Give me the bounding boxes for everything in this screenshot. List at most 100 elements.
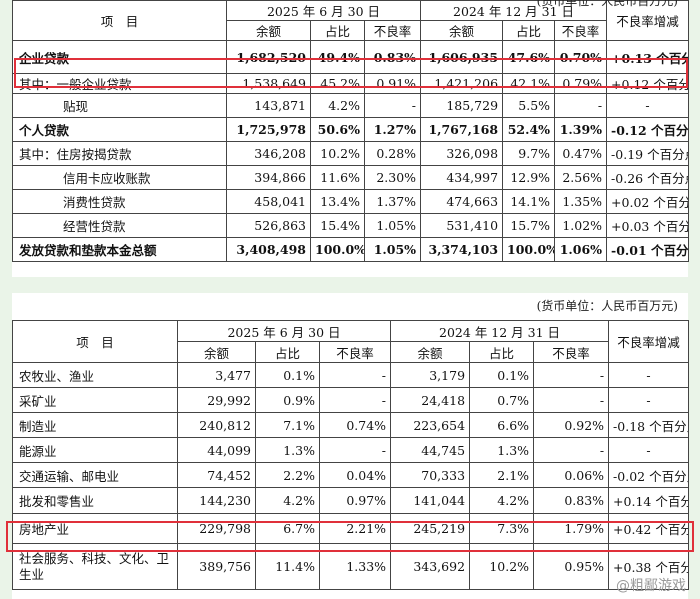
- table-row: 交通运输、邮电业 74,452 2.2% 0.04% 70,333 2.1% 0…: [12, 462, 690, 488]
- cell: 4.2%: [469, 487, 535, 514]
- cell: 434,997: [420, 165, 504, 190]
- cell: 11.4%: [255, 543, 320, 590]
- cell: -: [318, 362, 392, 388]
- cell: 44,099: [177, 437, 256, 463]
- cell: 144,230: [177, 487, 256, 514]
- cell: 0.79%: [554, 73, 608, 94]
- table-row: 贴现 143,871 4.2% - 185,729 5.5% - -: [12, 93, 690, 118]
- cell: 240,812: [177, 412, 256, 438]
- table-row: 经营性贷款 526,863 15.4% 1.05% 531,410 15.7% …: [12, 213, 690, 238]
- col-header: 余额: [226, 20, 311, 41]
- cell: +0.14 个百分点: [608, 487, 690, 514]
- cell: 0.1%: [255, 362, 320, 388]
- col-header: 余额: [177, 341, 256, 363]
- cell: 15.7%: [502, 213, 556, 238]
- table-row: 社会服务、科技、文化、卫生业 389,756 11.4% 1.33% 343,6…: [12, 543, 690, 590]
- cell: 0.91%: [363, 73, 422, 94]
- period1-header: 2025 年 6 月 30 日: [225, 0, 422, 21]
- cell: 2.30%: [363, 165, 422, 190]
- cell: 1.05%: [363, 213, 422, 238]
- cell: 70,333: [390, 462, 471, 488]
- row-label: 制造业: [12, 412, 178, 438]
- cell: +0.13 个百分点: [606, 40, 690, 74]
- cell: 6.6%: [469, 412, 535, 438]
- row-label: 发放贷款和垫款本金总额: [12, 237, 227, 262]
- cell: 3,477: [177, 362, 256, 388]
- cell: -0.26 个百分点: [606, 165, 690, 190]
- cell: -: [554, 93, 608, 118]
- cell: 0.97%: [318, 487, 392, 514]
- cell: 0.47%: [554, 141, 608, 166]
- cell: 1,421,206: [420, 73, 504, 94]
- cell: -: [608, 387, 690, 413]
- cell: -0.01 个百分点: [606, 237, 690, 262]
- row-label: 信用卡应收账款: [12, 165, 227, 190]
- cell: 10.2%: [469, 543, 535, 590]
- cell: -: [533, 387, 610, 413]
- col-header: 余额: [420, 20, 504, 41]
- col-header: 占比: [469, 341, 535, 363]
- cell: -: [318, 387, 392, 413]
- cell: 229,798: [177, 513, 256, 544]
- cell: 346,208: [226, 141, 311, 166]
- cell: -: [318, 437, 392, 463]
- table-row: 房地产业 229,798 6.7% 2.21% 245,219 7.3% 1.7…: [12, 513, 690, 544]
- table-row: 能源业 44,099 1.3% - 44,745 1.3% - -: [12, 437, 690, 463]
- table-row: 制造业 240,812 7.1% 0.74% 223,654 6.6% 0.92…: [12, 412, 690, 438]
- cell: 531,410: [420, 213, 504, 238]
- cell: 47.6%: [502, 40, 556, 74]
- cell: 1.02%: [554, 213, 608, 238]
- col-header: 余额: [390, 341, 471, 363]
- cell: 1.06%: [554, 237, 608, 262]
- cell: -0.02 个百分点: [608, 462, 690, 488]
- cell: 6.7%: [255, 513, 320, 544]
- cell: -: [608, 437, 690, 463]
- row-label: 批发和零售业: [12, 487, 178, 514]
- cell: -0.19 个百分点: [606, 141, 690, 166]
- cell: 15.4%: [310, 213, 365, 238]
- period2-header: 2024 年 12 月 31 日: [420, 0, 608, 21]
- cell: 141,044: [390, 487, 471, 514]
- cell: 42.1%: [502, 73, 556, 94]
- col-header: 不良率: [318, 341, 392, 363]
- row-label: 能源业: [12, 437, 178, 463]
- cell: 1,606,935: [420, 40, 504, 74]
- cell: 2.2%: [255, 462, 320, 488]
- header-row-1: 项 目 2025 年 6 月 30 日 2024 年 12 月 31 日 不良率…: [12, 320, 690, 363]
- cell: 1.79%: [533, 513, 610, 544]
- row-label: 企业贷款: [12, 40, 227, 74]
- row-label: 社会服务、科技、文化、卫生业: [12, 543, 178, 590]
- table-row: 采矿业 29,992 0.9% - 24,418 0.7% - -: [12, 387, 690, 413]
- cell: 0.83%: [533, 487, 610, 514]
- row-label: 农牧业、渔业: [12, 362, 178, 388]
- cell: 0.83%: [363, 40, 422, 74]
- cell: 1.33%: [318, 543, 392, 590]
- change-header: 不良率增减: [608, 320, 690, 363]
- loan-structure-table: 项 目 2025 年 6 月 30 日 2024 年 12 月 31 日 不良率…: [12, 0, 690, 262]
- unit-note: (货币单位：人民币百万元): [536, 299, 678, 313]
- industry-loans-panel: (货币单位：人民币百万元) 项 目 2025 年 6 月 30 日 2024 年…: [12, 293, 690, 599]
- cell: 11.6%: [310, 165, 365, 190]
- cell: -0.18 个百分点: [608, 412, 690, 438]
- cell: 10.2%: [310, 141, 365, 166]
- row-label: 房地产业: [12, 513, 178, 544]
- cell: 326,098: [420, 141, 504, 166]
- row-label: 经营性贷款: [12, 213, 227, 238]
- cell: -: [606, 93, 690, 118]
- period2-header: 2024 年 12 月 31 日: [390, 320, 610, 342]
- cell: 3,374,103: [420, 237, 504, 262]
- cell: 0.06%: [533, 462, 610, 488]
- cell: 1.39%: [554, 117, 608, 142]
- cell: 0.28%: [363, 141, 422, 166]
- cell: 7.3%: [469, 513, 535, 544]
- cell: 49.4%: [310, 40, 365, 74]
- watermark: @粗鄙游戏: [616, 578, 686, 594]
- cell: 1,767,168: [420, 117, 504, 142]
- cell: 1.35%: [554, 189, 608, 214]
- table-row: 个人贷款 1,725,978 50.6% 1.27% 1,767,168 52.…: [12, 117, 690, 142]
- table-row: 农牧业、渔业 3,477 0.1% - 3,179 0.1% - -: [12, 362, 690, 388]
- cell: -: [363, 93, 422, 118]
- table-row: 企业贷款 1,682,520 49.4% 0.83% 1,606,935 47.…: [12, 40, 690, 74]
- item-header: 项 目: [12, 320, 178, 363]
- cell: -: [608, 362, 690, 388]
